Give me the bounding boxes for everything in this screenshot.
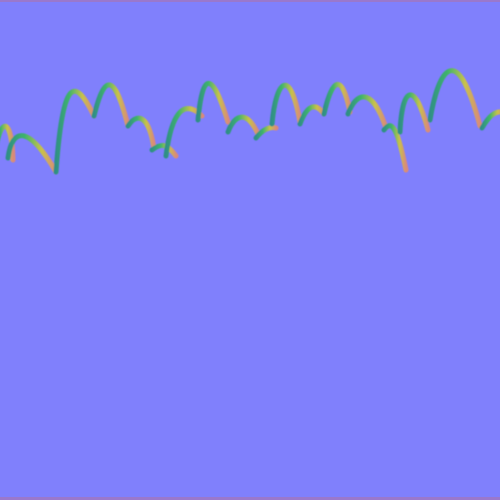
arc-stroke bbox=[430, 71, 480, 126]
arc-stroke bbox=[324, 84, 350, 114]
arc-stroke bbox=[482, 112, 500, 128]
arc-stroke bbox=[56, 91, 94, 172]
arc-stroke bbox=[300, 107, 324, 124]
arc-stroke bbox=[400, 95, 428, 132]
arc-stroke bbox=[228, 117, 258, 134]
arc-strokes bbox=[0, 71, 500, 172]
arc-stroke bbox=[272, 85, 300, 124]
arc-stroke bbox=[128, 118, 154, 148]
arc-stroke bbox=[256, 127, 276, 138]
arc-stroke bbox=[348, 97, 386, 128]
arc-stroke bbox=[94, 85, 128, 126]
arc-stroke bbox=[384, 126, 406, 170]
